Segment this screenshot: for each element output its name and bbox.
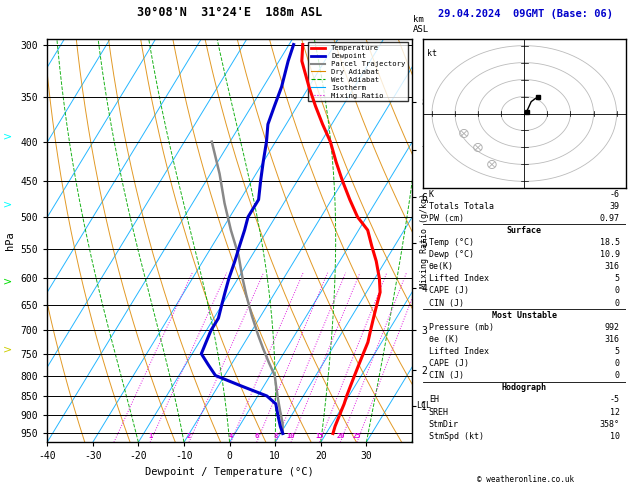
Text: 10: 10 xyxy=(287,433,295,439)
Text: >: > xyxy=(3,345,13,355)
Text: kt: kt xyxy=(427,49,437,58)
Text: 6: 6 xyxy=(255,433,259,439)
Text: PW (cm): PW (cm) xyxy=(429,214,464,223)
Text: 15: 15 xyxy=(315,433,324,439)
Text: 2: 2 xyxy=(187,433,191,439)
Text: StmSpd (kt): StmSpd (kt) xyxy=(429,432,484,441)
Text: 4: 4 xyxy=(229,433,233,439)
Text: Lifted Index: Lifted Index xyxy=(429,275,489,283)
Text: >: > xyxy=(3,277,13,287)
Text: 8: 8 xyxy=(274,433,278,439)
Text: 30°08'N  31°24'E  188m ASL: 30°08'N 31°24'E 188m ASL xyxy=(137,6,322,19)
Text: $\bigotimes$: $\bigotimes$ xyxy=(486,158,498,171)
Text: CIN (J): CIN (J) xyxy=(429,371,464,380)
Text: -5: -5 xyxy=(610,396,620,404)
Text: CIN (J): CIN (J) xyxy=(429,298,464,308)
Text: $\bigotimes$: $\bigotimes$ xyxy=(472,141,484,154)
Text: km
ASL: km ASL xyxy=(413,15,429,34)
Text: -6: -6 xyxy=(610,190,620,199)
Text: 5: 5 xyxy=(615,347,620,356)
Text: 358°: 358° xyxy=(600,419,620,429)
Text: Mixing Ratio (g/kg): Mixing Ratio (g/kg) xyxy=(420,193,428,288)
Text: SREH: SREH xyxy=(429,407,448,417)
Text: 5: 5 xyxy=(615,275,620,283)
Text: LCL: LCL xyxy=(416,401,431,410)
Text: 10.9: 10.9 xyxy=(600,250,620,259)
Text: 10: 10 xyxy=(610,432,620,441)
Text: 20: 20 xyxy=(336,433,345,439)
Text: Most Unstable: Most Unstable xyxy=(492,311,557,320)
Text: © weatheronline.co.uk: © weatheronline.co.uk xyxy=(477,474,574,484)
Text: Lifted Index: Lifted Index xyxy=(429,347,489,356)
Text: Surface: Surface xyxy=(507,226,542,235)
Text: Temp (°C): Temp (°C) xyxy=(429,238,474,247)
Text: Pressure (mb): Pressure (mb) xyxy=(429,323,494,332)
Text: Hodograph: Hodograph xyxy=(502,383,547,392)
Text: 316: 316 xyxy=(604,262,620,271)
Text: 1: 1 xyxy=(148,433,152,439)
Text: 0: 0 xyxy=(615,286,620,295)
Text: $\bigotimes$: $\bigotimes$ xyxy=(459,127,470,140)
Text: 0: 0 xyxy=(615,298,620,308)
X-axis label: Dewpoint / Temperature (°C): Dewpoint / Temperature (°C) xyxy=(145,467,314,477)
Text: 12: 12 xyxy=(610,407,620,417)
Text: K: K xyxy=(429,190,434,199)
Text: 0: 0 xyxy=(615,371,620,380)
Text: 316: 316 xyxy=(604,335,620,344)
Text: θe(K): θe(K) xyxy=(429,262,454,271)
Text: 25: 25 xyxy=(353,433,361,439)
Text: EH: EH xyxy=(429,396,439,404)
Y-axis label: hPa: hPa xyxy=(5,231,15,250)
Text: CAPE (J): CAPE (J) xyxy=(429,359,469,368)
Text: CAPE (J): CAPE (J) xyxy=(429,286,469,295)
Text: Dewp (°C): Dewp (°C) xyxy=(429,250,474,259)
Text: 29.04.2024  09GMT (Base: 06): 29.04.2024 09GMT (Base: 06) xyxy=(438,9,613,19)
Text: 992: 992 xyxy=(604,323,620,332)
Text: Totals Totala: Totals Totala xyxy=(429,202,494,211)
Text: 0: 0 xyxy=(615,359,620,368)
Legend: Temperature, Dewpoint, Parcel Trajectory, Dry Adiabat, Wet Adiabat, Isotherm, Mi: Temperature, Dewpoint, Parcel Trajectory… xyxy=(308,42,408,102)
Text: 39: 39 xyxy=(610,202,620,211)
Text: 18.5: 18.5 xyxy=(600,238,620,247)
Text: 0.97: 0.97 xyxy=(600,214,620,223)
Text: >: > xyxy=(3,199,13,209)
Text: StmDir: StmDir xyxy=(429,419,459,429)
Text: θe (K): θe (K) xyxy=(429,335,459,344)
Text: >: > xyxy=(3,131,13,141)
